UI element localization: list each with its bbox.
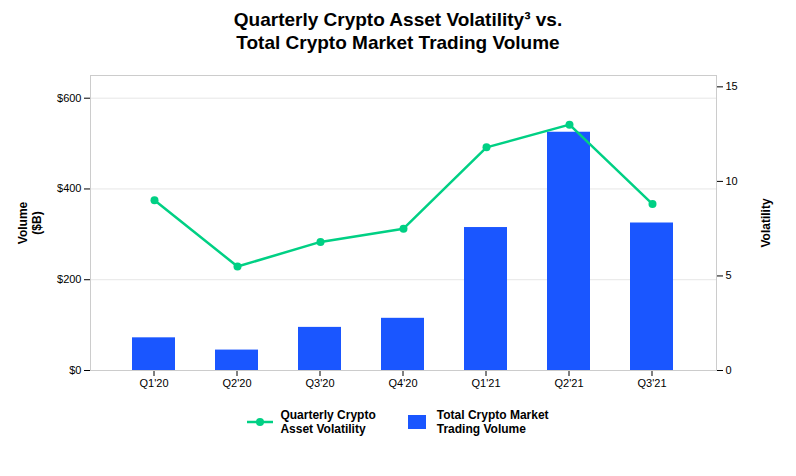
svg-text:Q2'21: Q2'21: [554, 377, 583, 389]
svg-text:Q4'20: Q4'20: [388, 377, 417, 389]
svg-text:0: 0: [726, 364, 732, 376]
svg-text:Q1'21: Q1'21: [471, 377, 500, 389]
svg-text:10: 10: [726, 175, 738, 187]
html-text:Volume ($B): Volume ($B): [16, 201, 44, 244]
svg-text:5: 5: [726, 269, 732, 281]
svg-text:$600: $600: [57, 92, 81, 104]
svg-text:$0: $0: [69, 364, 81, 376]
svg-text:Q1'20: Q1'20: [139, 377, 168, 389]
svg-text:Q3'21: Q3'21: [637, 377, 666, 389]
svg-text:15: 15: [726, 80, 738, 92]
svg-text:$400: $400: [57, 182, 81, 194]
svg-text:Q3'20: Q3'20: [305, 377, 334, 389]
svg-text:$200: $200: [57, 273, 81, 285]
html-text:Volatility: Volatility: [759, 197, 773, 248]
html-text:Total Crypto Market Trading Vo: Total Crypto Market Trading Volume: [436, 408, 549, 436]
html-text:Quarterly Crypto Asset Volatil: Quarterly Crypto Asset Volatility³ vs. T…: [233, 9, 563, 53]
html-text:Quarterly Crypto Asset Volatil: Quarterly Crypto Asset Volatility: [280, 408, 376, 436]
svg-text:Q2'20: Q2'20: [222, 377, 251, 389]
